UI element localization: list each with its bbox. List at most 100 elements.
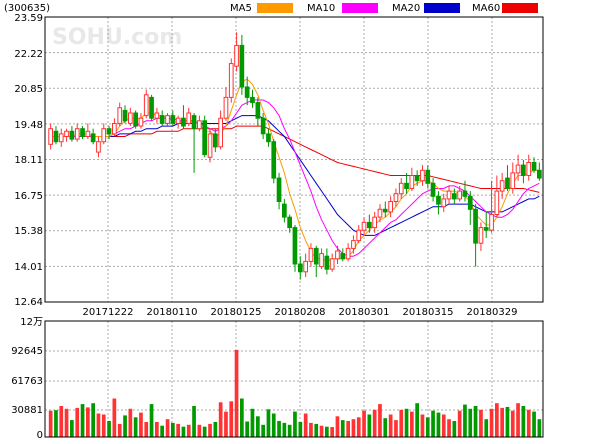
volume-bar (282, 422, 287, 437)
date-tick: 20180329 (467, 307, 518, 318)
candle-body (266, 133, 271, 143)
volume-bar (133, 417, 138, 437)
volume-bar (117, 423, 122, 437)
candle-body (112, 123, 117, 135)
price-tick: 20.85 (14, 84, 43, 95)
candle-body (223, 96, 229, 119)
volume-bar (155, 422, 159, 437)
volume-bar (112, 398, 117, 437)
volume-bar (537, 419, 542, 437)
volume-bar (287, 424, 292, 437)
candle-body (313, 247, 319, 265)
candle-body (531, 162, 537, 171)
candle-body (165, 115, 170, 124)
volume-bar (75, 407, 80, 437)
legend-ma5-swatch (257, 3, 293, 13)
volume-bar (441, 414, 446, 437)
candle-body (175, 117, 181, 124)
volume-bar (351, 419, 356, 437)
volume-bar (128, 408, 133, 437)
volume-bar (240, 398, 244, 437)
candle-body (149, 96, 154, 119)
ma20-line (50, 115, 540, 236)
volume-bar (314, 423, 319, 437)
volume-bar (144, 422, 149, 437)
volume-bar (468, 408, 473, 437)
price-tick: 19.48 (14, 120, 43, 131)
volume-bar (256, 416, 260, 437)
candle-body (244, 86, 250, 98)
candle-body (430, 182, 436, 197)
candle-body (287, 216, 292, 229)
volume-axis: 12万 92645 61763 30881 0 (11, 317, 43, 441)
candle-body (260, 117, 266, 135)
volume-bar (186, 424, 191, 437)
volume-bar (495, 403, 499, 437)
candle-body (101, 128, 107, 143)
candle-body (499, 180, 505, 192)
price-panel-frame (44, 16, 544, 303)
candle-body (351, 240, 356, 249)
candle-body (292, 227, 298, 265)
volume-bar (510, 410, 515, 437)
price-tick: 18.11 (14, 155, 43, 166)
volume-bar (420, 414, 425, 437)
candle-body (526, 162, 532, 176)
volume-bar (516, 403, 520, 437)
candle-body (228, 63, 234, 98)
candle-body (404, 182, 409, 190)
volume-bar (383, 418, 388, 437)
price-tick: 12.64 (14, 297, 43, 308)
candle-body (324, 255, 330, 270)
candle-body (282, 203, 287, 218)
candle-body (393, 193, 399, 202)
volume-bar (64, 408, 69, 437)
volume-bar (123, 415, 127, 437)
volume-bar (340, 420, 345, 437)
volume-bar (335, 416, 340, 437)
candle-body (452, 193, 457, 200)
volume-bar (447, 419, 451, 437)
volume-tick: 61763 (11, 376, 43, 387)
candle-body (505, 177, 510, 190)
candle-body (48, 128, 53, 145)
candle-body (388, 201, 393, 213)
candle-body (53, 130, 59, 143)
volume-bar (436, 412, 441, 437)
volume-bar (80, 404, 85, 437)
candle-body (372, 216, 377, 229)
candle-body (425, 169, 431, 184)
candle-body (90, 133, 96, 143)
date-tick: 20180208 (275, 307, 326, 318)
candle-body (398, 182, 404, 195)
volume-bar (505, 406, 510, 437)
volume-bar (176, 423, 180, 437)
volume-bar (139, 412, 143, 437)
candle-body (478, 227, 484, 244)
volume-bar (484, 419, 489, 437)
volume-bar (479, 409, 483, 437)
candle-body (409, 175, 415, 189)
volume-bar (415, 403, 419, 437)
candle-body (494, 190, 500, 216)
volume-bar (250, 408, 255, 437)
volume-bar (96, 413, 101, 437)
date-tick: 20180125 (211, 307, 262, 318)
volume-bar (261, 424, 265, 437)
volume-bars (48, 350, 542, 437)
candle-body (483, 227, 489, 231)
volume-tick: 30881 (11, 405, 43, 416)
candle-body (128, 112, 133, 124)
candle-body (446, 190, 452, 200)
candle-body (69, 130, 75, 140)
candle-body (181, 117, 186, 127)
candle-body (319, 253, 324, 268)
volume-bar (298, 422, 303, 437)
volume-bar (367, 414, 372, 437)
volume-bar (192, 406, 196, 437)
volume-bar (70, 420, 74, 437)
legend-ma5-label: MA5 (230, 3, 252, 14)
candle-body (335, 250, 340, 260)
volume-bar (362, 410, 366, 437)
candle-body (191, 115, 197, 130)
